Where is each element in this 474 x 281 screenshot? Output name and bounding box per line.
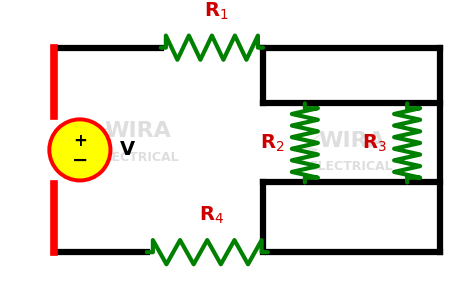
- Text: R$_4$: R$_4$: [200, 205, 224, 226]
- Circle shape: [52, 122, 108, 178]
- Text: +: +: [73, 132, 87, 149]
- Circle shape: [47, 117, 112, 182]
- Text: R$_1$: R$_1$: [204, 0, 229, 22]
- Text: ELECTRICAL: ELECTRICAL: [96, 151, 179, 164]
- Text: R$_3$: R$_3$: [362, 132, 387, 154]
- Text: ⚡: ⚡: [86, 123, 115, 164]
- Text: −: −: [72, 151, 88, 170]
- Text: ELECTRICAL: ELECTRICAL: [310, 160, 393, 173]
- Text: V: V: [120, 140, 135, 159]
- Text: ⚡: ⚡: [295, 132, 324, 174]
- Text: WIRA: WIRA: [318, 131, 385, 151]
- Text: WIRA: WIRA: [104, 121, 171, 141]
- Text: R$_2$: R$_2$: [260, 132, 284, 154]
